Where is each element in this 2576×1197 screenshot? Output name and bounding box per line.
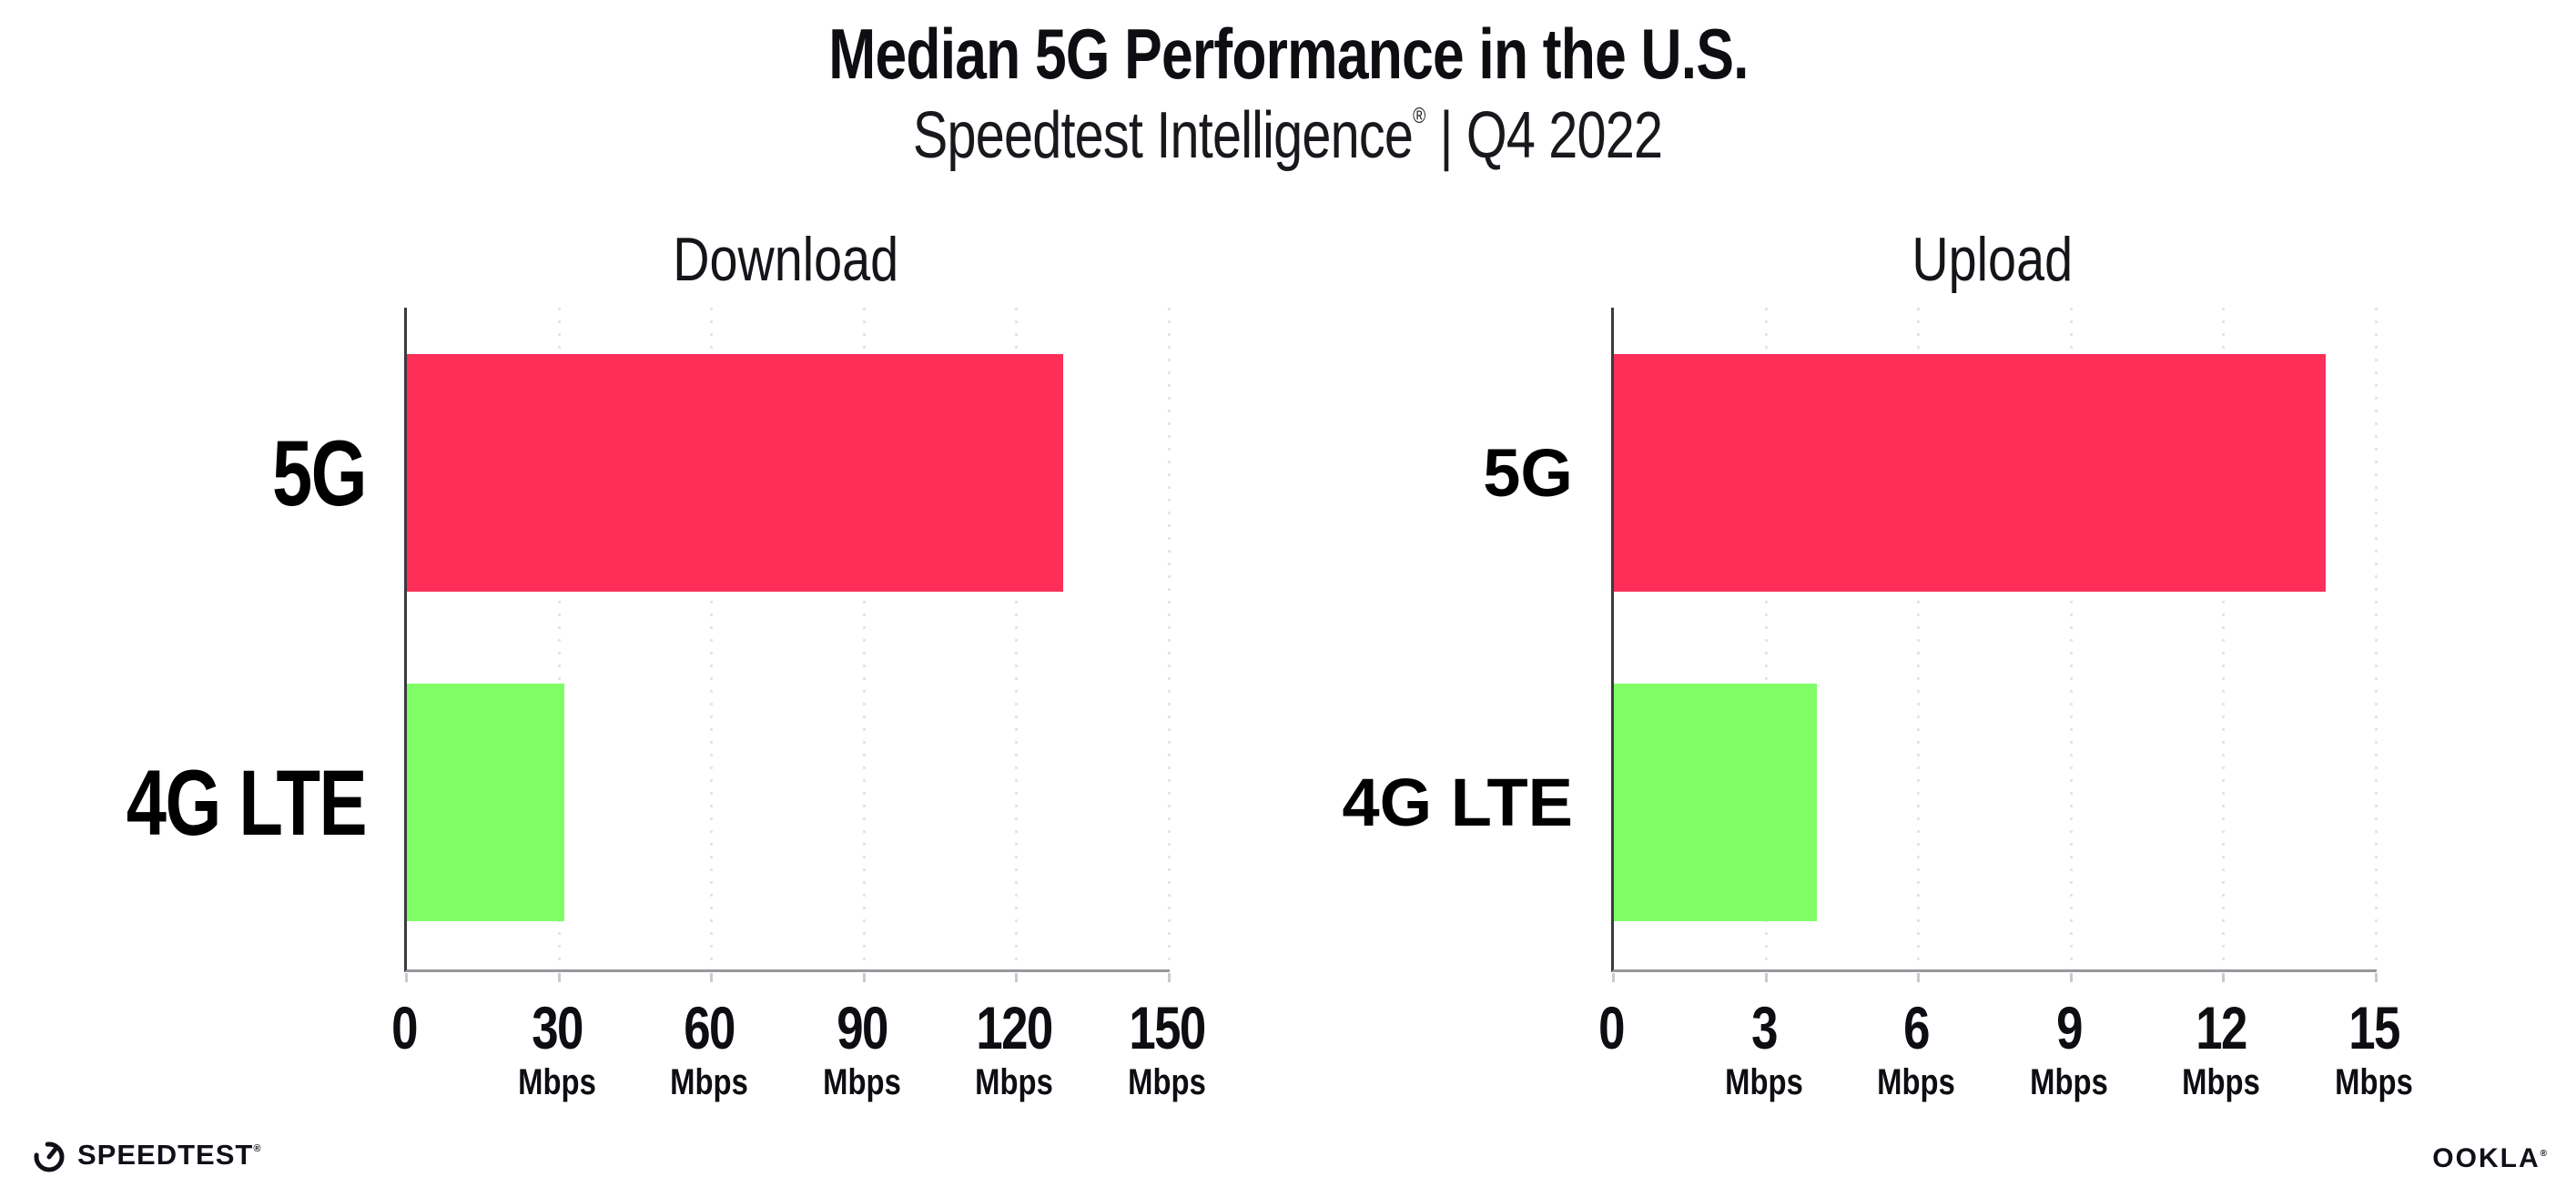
x-tick: 9 Mbps <box>1978 993 2160 1103</box>
x-tick-value: 120 <box>976 994 1054 1061</box>
x-tick: 12 Mbps <box>2130 993 2312 1103</box>
x-tick-value: 9 <box>2055 994 2083 1061</box>
x-tick-unit: Mbps <box>822 1062 901 1102</box>
gridline <box>1764 308 1768 969</box>
category-label-5g: 5G <box>271 421 368 525</box>
x-tick-unit: Mbps <box>670 1062 749 1102</box>
x-tick-value: 30 <box>531 994 583 1061</box>
x-tick-value: 60 <box>684 994 735 1061</box>
ookla-logo: OOKLA® <box>2432 1143 2549 1174</box>
gauge-icon <box>34 1141 65 1172</box>
speedtest-logo-text: SPEEDTEST® <box>77 1139 261 1172</box>
x-tick-unit: Mbps <box>1724 1062 1803 1102</box>
plot-area <box>404 308 1171 982</box>
x-tick-unit: Mbps <box>1877 1062 1956 1102</box>
gridline <box>1015 308 1019 969</box>
gridline <box>2375 308 2378 969</box>
x-tick-unit: Mbps <box>2182 1062 2261 1102</box>
axis-tick-mark <box>2375 973 2378 982</box>
speedtest-logo: SPEEDTEST® <box>30 1136 261 1174</box>
gridline <box>1917 308 1921 969</box>
axis-tick-mark <box>1015 973 1019 982</box>
chart-title-upload: Upload <box>1912 225 2074 294</box>
category-label-5g: 5G <box>1483 434 1573 511</box>
axis-tick-mark <box>710 973 714 982</box>
axis-tick-mark <box>1612 973 1615 982</box>
x-tick: 30 Mbps <box>466 993 648 1103</box>
x-tick-unit: Mbps <box>2335 1062 2413 1102</box>
speedtest-registered-mark: ® <box>253 1143 262 1154</box>
x-tick-unit: Mbps <box>517 1062 596 1102</box>
axis-tick-mark <box>2222 973 2226 982</box>
subtitle-brand: Speedtest Intelligence <box>913 99 1414 172</box>
x-tick-unit: Mbps <box>2029 1062 2108 1102</box>
x-axis-tick-labels: 0 3 Mbps 6 Mbps 9 Mbps 12 Mbps 15 Mbps <box>1598 993 2413 1116</box>
x-tick: 0 <box>313 993 495 1062</box>
subtitle-period: | Q4 2022 <box>1425 99 1664 172</box>
x-tick: 150 Mbps <box>1076 993 1258 1103</box>
x-tick-value: 90 <box>837 994 888 1061</box>
plot-area <box>1611 308 2378 982</box>
page-subtitle: Speedtest Intelligence® | Q4 2022 <box>0 98 2576 173</box>
x-axis-tick-labels: 0 30 Mbps 60 Mbps 90 Mbps 120 Mbps 150 Mbps <box>391 993 1206 1116</box>
x-tick-unit: Mbps <box>1128 1062 1206 1102</box>
x-tick-value: 15 <box>2348 994 2400 1061</box>
speedtest-wordmark: SPEEDTEST <box>77 1139 254 1171</box>
gridline <box>710 308 714 969</box>
x-tick-value: 12 <box>2196 994 2248 1061</box>
gridline <box>1168 308 1171 969</box>
gridline <box>2222 308 2226 969</box>
axis-tick-mark <box>862 973 866 982</box>
gridline <box>557 308 561 969</box>
x-tick: 15 Mbps <box>2283 993 2465 1103</box>
x-tick-value: 0 <box>391 994 418 1061</box>
x-tick-value: 150 <box>1129 994 1206 1061</box>
ookla-registered-mark: ® <box>2540 1149 2549 1159</box>
x-tick: 120 Mbps <box>923 993 1105 1103</box>
chart-title-download: Download <box>672 225 898 294</box>
x-tick: 90 Mbps <box>771 993 953 1103</box>
page-title-text: Median 5G Performance in the U.S. <box>827 14 1749 94</box>
page-subtitle-text: Speedtest Intelligence® | Q4 2022 <box>913 98 1664 173</box>
registered-trademark-icon: ® <box>1413 104 1426 128</box>
bar-5g <box>407 354 1063 593</box>
axis-tick-mark <box>2069 973 2073 982</box>
x-tick: 6 Mbps <box>1825 993 2007 1103</box>
x-tick-value: 6 <box>1903 994 1930 1061</box>
bar-5g <box>1614 354 2327 593</box>
gridline <box>2069 308 2073 969</box>
ookla-wordmark: OOKLA <box>2432 1143 2541 1173</box>
axis-tick-mark <box>405 973 408 982</box>
bar-4g-lte <box>1614 684 1818 922</box>
page-title: Median 5G Performance in the U.S. <box>0 13 2576 96</box>
category-label-4g-lte: 4G LTE <box>1342 764 1573 840</box>
x-tick: 0 <box>1520 993 1702 1062</box>
x-tick-unit: Mbps <box>975 1062 1054 1102</box>
category-label-4g-lte: 4G LTE <box>126 750 368 855</box>
x-tick: 60 Mbps <box>618 993 800 1103</box>
axis-tick-mark <box>1168 973 1171 982</box>
x-tick: 3 Mbps <box>1673 993 1855 1103</box>
axis-tick-mark <box>1764 973 1768 982</box>
upload-chart-panel: Upload 0 3 Mbps 6 Mbps 9 Mbps 12 Mbps 15 Mbps 5G 4G… <box>1207 224 2419 1116</box>
axis-tick-mark <box>1917 973 1921 982</box>
x-tick-value: 3 <box>1750 994 1778 1061</box>
axis-tick-mark <box>557 973 561 982</box>
gridline <box>862 308 866 969</box>
bar-4g-lte <box>407 684 565 922</box>
download-chart-panel: Download 0 30 Mbps 60 Mbps 90 Mbps 120 Mbps 150 Mb… <box>0 224 1212 1116</box>
x-tick-value: 0 <box>1598 994 1625 1061</box>
